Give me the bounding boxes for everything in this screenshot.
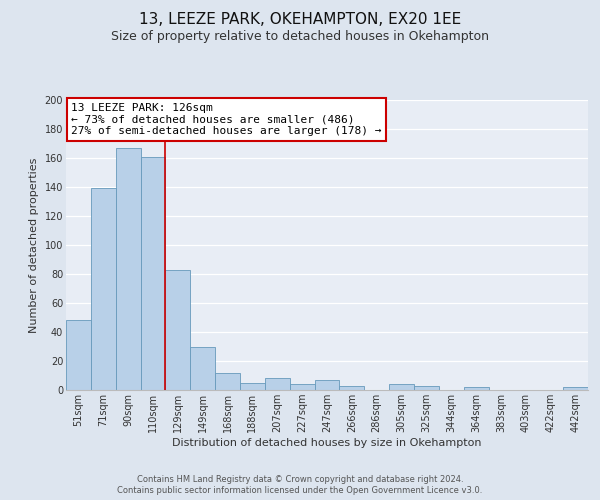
Bar [290, 384, 314, 390]
Bar [240, 383, 265, 390]
Bar [140, 156, 166, 390]
Bar [91, 188, 116, 390]
Text: 13, LEEZE PARK, OKEHAMPTON, EX20 1EE: 13, LEEZE PARK, OKEHAMPTON, EX20 1EE [139, 12, 461, 28]
Bar [389, 384, 414, 390]
X-axis label: Distribution of detached houses by size in Okehampton: Distribution of detached houses by size … [172, 438, 482, 448]
Bar [314, 380, 340, 390]
Text: Contains HM Land Registry data © Crown copyright and database right 2024.: Contains HM Land Registry data © Crown c… [137, 475, 463, 484]
Bar [563, 387, 588, 390]
Text: Contains public sector information licensed under the Open Government Licence v3: Contains public sector information licen… [118, 486, 482, 495]
Bar [464, 387, 488, 390]
Bar [340, 386, 364, 390]
Bar [190, 346, 215, 390]
Bar [215, 372, 240, 390]
Bar [166, 270, 190, 390]
Y-axis label: Number of detached properties: Number of detached properties [29, 158, 39, 332]
Bar [66, 320, 91, 390]
Bar [414, 386, 439, 390]
Text: 13 LEEZE PARK: 126sqm
← 73% of detached houses are smaller (486)
27% of semi-det: 13 LEEZE PARK: 126sqm ← 73% of detached … [71, 103, 382, 136]
Text: Size of property relative to detached houses in Okehampton: Size of property relative to detached ho… [111, 30, 489, 43]
Bar [265, 378, 290, 390]
Bar [116, 148, 140, 390]
